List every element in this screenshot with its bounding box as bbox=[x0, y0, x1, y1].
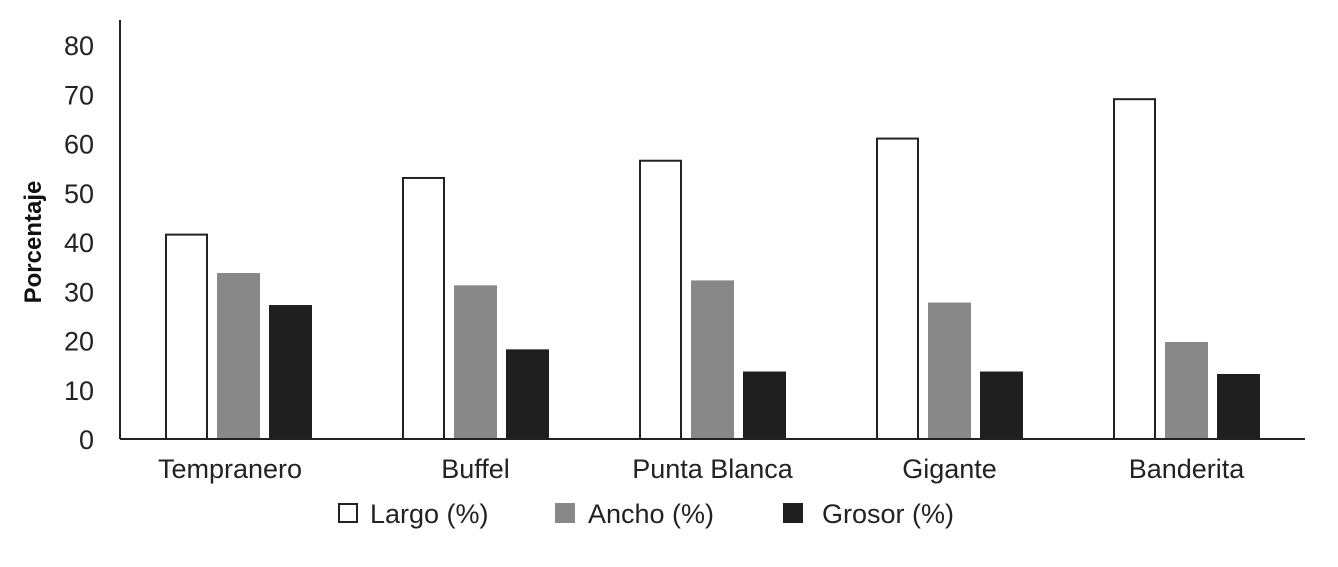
bar-2-gigante bbox=[928, 302, 971, 440]
bar-1-banderita bbox=[1113, 98, 1156, 441]
y-tick-label: 40 bbox=[64, 228, 94, 258]
y-tick-label: 10 bbox=[64, 376, 94, 406]
legend-label: Largo (%) bbox=[370, 499, 489, 529]
bar-1-buffel bbox=[402, 176, 445, 440]
x-category-label: Punta Blanca bbox=[632, 454, 794, 484]
bar-3-gigante bbox=[980, 371, 1023, 441]
y-axis-label: Porcentaje bbox=[20, 181, 47, 304]
x-category-labels: Tempranero Buffel Punta Blanca Gigante Bande… bbox=[158, 454, 1245, 484]
x-category-label: Gigante bbox=[902, 454, 997, 484]
axes-layer bbox=[119, 20, 1305, 440]
legend-label: Grosor (%) bbox=[822, 499, 954, 529]
y-tick-label: 80 bbox=[64, 31, 94, 61]
bar-1-punta-blanca bbox=[639, 159, 682, 441]
y-ticks: 0 10 20 30 40 50 60 70 80 bbox=[64, 31, 94, 455]
y-tick-label: 30 bbox=[64, 277, 94, 307]
bar-2-buffel bbox=[454, 285, 497, 441]
y-tick-label: 70 bbox=[64, 80, 94, 110]
bars-layer bbox=[165, 98, 1260, 441]
legend-label: Ancho (%) bbox=[588, 499, 714, 529]
bar-3-tempranero bbox=[269, 305, 312, 440]
y-tick-label: 60 bbox=[64, 130, 94, 160]
x-category-label: Banderita bbox=[1129, 454, 1246, 484]
bar-3-banderita bbox=[1217, 373, 1260, 441]
y-tick-label: 0 bbox=[79, 425, 94, 455]
bar-1-gigante bbox=[876, 137, 919, 440]
bar-3-punta-blanca bbox=[743, 371, 786, 441]
bar-2-tempranero bbox=[217, 273, 260, 441]
legend-swatch bbox=[338, 503, 358, 523]
y-tick-label: 50 bbox=[64, 179, 94, 209]
bar-2-banderita bbox=[1165, 341, 1208, 440]
x-category-label: Buffel bbox=[441, 454, 510, 484]
legend: Largo (%) Ancho (%) Grosor (%) bbox=[338, 499, 954, 529]
bar-1-tempranero bbox=[165, 233, 208, 440]
legend-swatch bbox=[555, 503, 575, 523]
bar-2-punta-blanca bbox=[691, 280, 734, 440]
legend-swatch bbox=[783, 503, 803, 523]
bar-3-buffel bbox=[506, 349, 549, 441]
y-tick-label: 20 bbox=[64, 327, 94, 357]
x-category-label: Tempranero bbox=[158, 454, 302, 484]
